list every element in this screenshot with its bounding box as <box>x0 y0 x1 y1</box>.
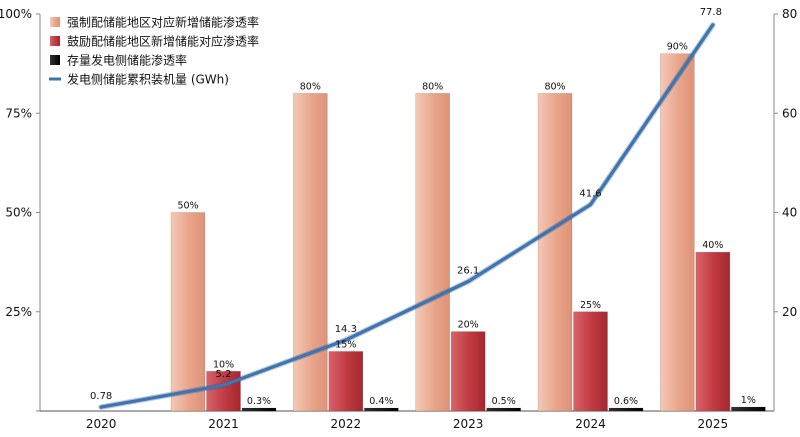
bar-series-3-2021 <box>241 407 277 412</box>
legend-swatch-2 <box>50 36 60 46</box>
bar-series-3-2025 <box>731 406 766 412</box>
line-data-label: 14.3 <box>335 324 357 335</box>
legend-label-4: 发电侧储能累积装机量 (GWh) <box>67 72 229 87</box>
bar-data-label: 15% <box>335 339 356 350</box>
line-point <box>344 338 348 342</box>
x-tick-label: 2023 <box>453 417 484 431</box>
line-data-label: 5.2 <box>216 369 232 380</box>
line-series-installed-capacity <box>99 23 715 409</box>
bar-series-3-2024 <box>608 407 644 412</box>
bar-series-1-2022 <box>293 93 328 412</box>
bar-data-label: 1% <box>741 395 756 406</box>
x-tick-label: 2021 <box>208 417 239 431</box>
bar-data-label: 80% <box>422 81 443 92</box>
bar-series-1-2021 <box>170 212 206 412</box>
bar-series-1-2024 <box>537 93 573 412</box>
bar-series-2-2021 <box>206 370 241 412</box>
bar-data-label: 0.5% <box>492 396 516 407</box>
bar-series-2-2025 <box>695 251 731 412</box>
bar-data-label: 40% <box>702 240 723 251</box>
bar-data-label: 20% <box>458 320 479 331</box>
legend-swatch-1 <box>50 17 60 27</box>
line-point <box>99 405 103 409</box>
bar-data-label: 0.6% <box>614 396 638 407</box>
x-tick-label: 2020 <box>86 417 117 431</box>
data-labels-layer: 50% 80% 80% 80% 90% 10% 15% 20% 25% 40% 0.3% 0.4% 0.… <box>90 7 756 407</box>
line-point <box>588 202 593 207</box>
bar-series-3-2023 <box>486 407 521 412</box>
bar-series-3-2022 <box>364 407 399 412</box>
bar-data-label: 10% <box>213 359 234 370</box>
right-tick-label: 60 <box>782 106 797 120</box>
bar-series-2-2024 <box>573 311 608 412</box>
line-data-label: 26.1 <box>457 265 479 276</box>
line-data-label: 41.6 <box>579 189 601 200</box>
bar-data-label: 80% <box>544 81 565 92</box>
left-tick-label: 50% <box>5 206 32 220</box>
left-tick-label: 25% <box>5 305 32 319</box>
line-data-label: 0.78 <box>90 391 112 402</box>
line-point <box>466 279 470 284</box>
line-layer <box>98 22 716 410</box>
right-tick-label: 40 <box>782 206 797 220</box>
bar-data-label: 80% <box>300 81 321 92</box>
x-tick-label: 2024 <box>575 417 606 431</box>
bar-series-1-2025 <box>660 53 695 412</box>
line-data-label: 77.8 <box>700 7 722 18</box>
bar-series-1-2023 <box>415 93 450 412</box>
bar-data-label: 90% <box>667 42 688 53</box>
bar-data-label: 0.3% <box>247 396 271 407</box>
bars-layer <box>170 53 766 412</box>
bar-data-label: 25% <box>580 300 601 311</box>
legend-label-2: 鼓励配储能地区新增储能对应渗透率 <box>67 34 259 49</box>
axes-layer: 25% 50% 75% 100% 20 40 60 80 2020 2021 2022 2023 202… <box>0 7 797 431</box>
bar-data-label: 0.4% <box>369 396 393 407</box>
legend-label-1: 强制配储能地区对应新增储能渗透率 <box>67 15 259 30</box>
left-tick-label: 100% <box>0 7 32 21</box>
bar-series-2-2022 <box>328 351 364 412</box>
x-tick-label: 2022 <box>331 417 362 431</box>
bar-data-label: 50% <box>177 201 198 212</box>
legend-label-3: 存量发电侧储能渗透率 <box>67 53 187 68</box>
legend: 强制配储能地区对应新增储能渗透率鼓励配储能地区新增储能对应渗透率存量发电侧储能渗… <box>49 15 259 87</box>
bar-series-2-2023 <box>450 331 486 412</box>
legend-swatch-3 <box>50 55 60 65</box>
line-point <box>711 23 715 27</box>
left-tick-label: 75% <box>5 106 32 120</box>
x-tick-label: 2025 <box>698 417 729 431</box>
right-tick-label: 80 <box>782 7 797 21</box>
right-tick-label: 20 <box>782 305 797 319</box>
line-point <box>221 383 226 387</box>
